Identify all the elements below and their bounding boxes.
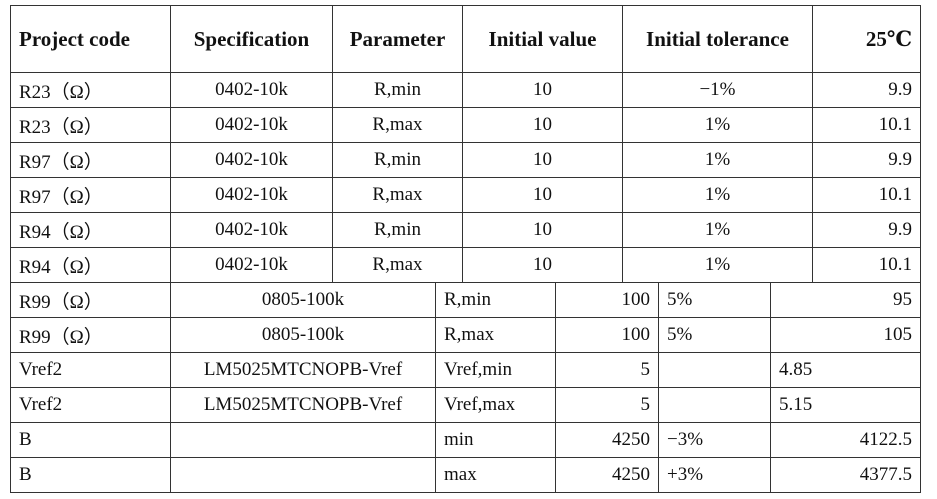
cell: 5% [658, 317, 771, 353]
row: R99（Ω） 0805-100k R,max 100 5% 105 [10, 317, 921, 353]
cell: 10.1 [812, 247, 921, 283]
cell: Vref2 [10, 387, 171, 423]
row: R99（Ω） 0805-100k R,min 100 5% 95 [10, 283, 921, 318]
cell: 0402-10k [170, 142, 333, 178]
cell: 1% [622, 177, 813, 213]
cell: 1% [622, 212, 813, 248]
cell: 0805-100k [170, 283, 436, 318]
row: R23（Ω） 0402-10k R,max 10 1% 10.1 [10, 107, 921, 143]
cell: max [435, 457, 556, 493]
cell: 0402-10k [170, 177, 333, 213]
cell: 5 [555, 387, 659, 423]
cell: R97（Ω） [10, 142, 171, 178]
cell: B [10, 457, 171, 493]
cell: 4122.5 [770, 422, 921, 458]
table-bottom: R99（Ω） 0805-100k R,min 100 5% 95 R99（Ω） 0805-10… [10, 283, 921, 493]
cell: 4250 [555, 457, 659, 493]
cell: 0402-10k [170, 212, 333, 248]
cell: R94（Ω） [10, 247, 171, 283]
cell: R97（Ω） [10, 177, 171, 213]
cell: −1% [622, 72, 813, 108]
header-cell: Project code [10, 5, 171, 73]
cell: R23（Ω） [10, 107, 171, 143]
cell: 10 [462, 177, 623, 213]
cell: −3% [658, 422, 771, 458]
cell: 5 [555, 352, 659, 388]
cell: 4377.5 [770, 457, 921, 493]
cell: 0805-100k [170, 317, 436, 353]
cell: +3% [658, 457, 771, 493]
cell [658, 352, 771, 388]
cell: 100 [555, 317, 659, 353]
cell: 5% [658, 283, 771, 318]
cell: 9.9 [812, 72, 921, 108]
cell: 10 [462, 107, 623, 143]
row: R94（Ω） 0402-10k R,max 10 1% 10.1 [10, 247, 921, 283]
row: Vref2 LM5025MTCNOPB-Vref Vref,min 5 4.85 [10, 352, 921, 388]
cell: B [10, 422, 171, 458]
cell: R,max [332, 247, 463, 283]
cell: LM5025MTCNOPB-Vref [170, 387, 436, 423]
cell: 10 [462, 72, 623, 108]
cell: R,max [332, 107, 463, 143]
cell: 10.1 [812, 107, 921, 143]
cell: 10 [462, 212, 623, 248]
cell: 10 [462, 247, 623, 283]
cell: R,min [435, 283, 556, 318]
cell: R,min [332, 212, 463, 248]
cell: 10.1 [812, 177, 921, 213]
cell: R,max [332, 177, 463, 213]
cell: 9.9 [812, 212, 921, 248]
cell [170, 422, 436, 458]
cell: R99（Ω） [10, 317, 171, 353]
cell [658, 387, 771, 423]
header-cell: 25℃ [812, 5, 921, 73]
cell: 10 [462, 142, 623, 178]
header-row: Project code Specification Parameter Initia… [10, 5, 921, 73]
cell: 100 [555, 283, 659, 318]
table-top: Project code Specification Parameter Initia… [10, 5, 921, 283]
row: Vref2 LM5025MTCNOPB-Vref Vref,max 5 5.15 [10, 387, 921, 423]
cell: R,max [435, 317, 556, 353]
header-cell: Initial tolerance [622, 5, 813, 73]
cell: 4.85 [770, 352, 921, 388]
cell: R94（Ω） [10, 212, 171, 248]
cell: Vref,max [435, 387, 556, 423]
cell: 95 [770, 283, 921, 318]
cell: R23（Ω） [10, 72, 171, 108]
cell: Vref2 [10, 352, 171, 388]
cell: LM5025MTCNOPB-Vref [170, 352, 436, 388]
cell: 0402-10k [170, 107, 333, 143]
row: R94（Ω） 0402-10k R,min 10 1% 9.9 [10, 212, 921, 248]
cell: 105 [770, 317, 921, 353]
row: R97（Ω） 0402-10k R,min 10 1% 9.9 [10, 142, 921, 178]
header-cell: Specification [170, 5, 333, 73]
cell: 0402-10k [170, 247, 333, 283]
cell: 5.15 [770, 387, 921, 423]
cell: R,min [332, 72, 463, 108]
cell: 9.9 [812, 142, 921, 178]
row: R97（Ω） 0402-10k R,max 10 1% 10.1 [10, 177, 921, 213]
cell: R99（Ω） [10, 283, 171, 318]
cell: R,min [332, 142, 463, 178]
cell [170, 457, 436, 493]
cell: 1% [622, 107, 813, 143]
cell: 4250 [555, 422, 659, 458]
header-cell: Parameter [332, 5, 463, 73]
cell: 0402-10k [170, 72, 333, 108]
cell: 1% [622, 142, 813, 178]
row: R23（Ω） 0402-10k R,min 10 −1% 9.9 [10, 72, 921, 108]
cell: Vref,min [435, 352, 556, 388]
cell: 1% [622, 247, 813, 283]
header-cell: Initial value [462, 5, 623, 73]
cell: min [435, 422, 556, 458]
